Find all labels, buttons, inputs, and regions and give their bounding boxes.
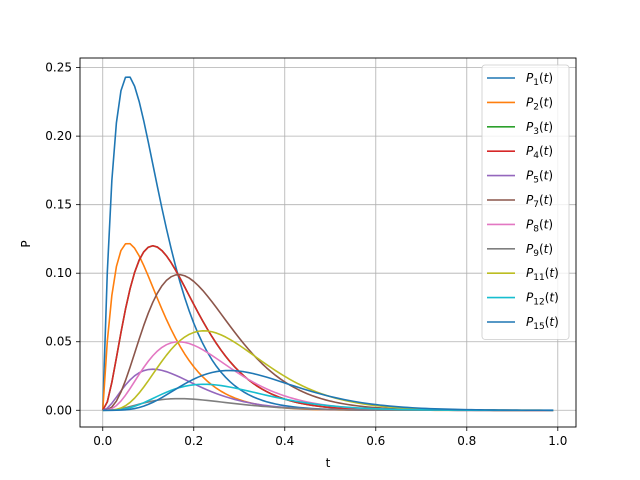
legend-label: P11(t) (526, 266, 559, 283)
series-line-p5 (102, 368, 554, 412)
legend-label: P9(t) (526, 242, 553, 259)
legend: P1(t) P2(t) P3(t) P4(t) P5(t) P7(t) P8(t) P9(t)… (481, 64, 570, 340)
legend-label: P8(t) (526, 217, 553, 234)
x-tick-label: 0.4 (275, 434, 294, 448)
x-axis-label: t (326, 456, 331, 470)
legend-label: P5(t) (526, 169, 553, 186)
legend-label: P1(t) (526, 71, 553, 88)
plot-lines (101, 76, 554, 412)
y-tick-label: 0.15 (45, 198, 72, 212)
y-tick-label: 0.20 (45, 129, 72, 143)
y-tick-label: 0.25 (45, 61, 72, 75)
plot-area-frame (79, 57, 577, 428)
y-tick-label: 0.05 (45, 335, 72, 349)
y-axis-ticks: 0.00 0.05 0.10 0.15 0.20 0.25 (45, 61, 80, 417)
x-tick-label: 1.0 (548, 434, 567, 448)
legend-label: P7(t) (526, 193, 553, 210)
legend-label: P12(t) (526, 291, 559, 308)
x-tick-label: 0.2 (184, 434, 203, 448)
series-line-p15 (102, 369, 554, 412)
y-tick-label: 0.10 (45, 266, 72, 280)
x-tick-label: 0.6 (366, 434, 385, 448)
y-tick-label: 0.00 (45, 403, 72, 417)
series-line-p12 (102, 383, 554, 412)
legend-label: P3(t) (526, 120, 553, 137)
legend-label: P15(t) (526, 315, 559, 332)
y-axis-label: P (19, 240, 33, 247)
x-tick-label: 0.8 (457, 434, 476, 448)
legend-label: P2(t) (526, 95, 553, 112)
x-axis-ticks: 0.0 0.2 0.4 0.6 0.8 1.0 (93, 427, 567, 448)
legend-box (481, 64, 570, 340)
x-tick-label: 0.0 (93, 434, 112, 448)
legend-label: P4(t) (526, 144, 553, 161)
